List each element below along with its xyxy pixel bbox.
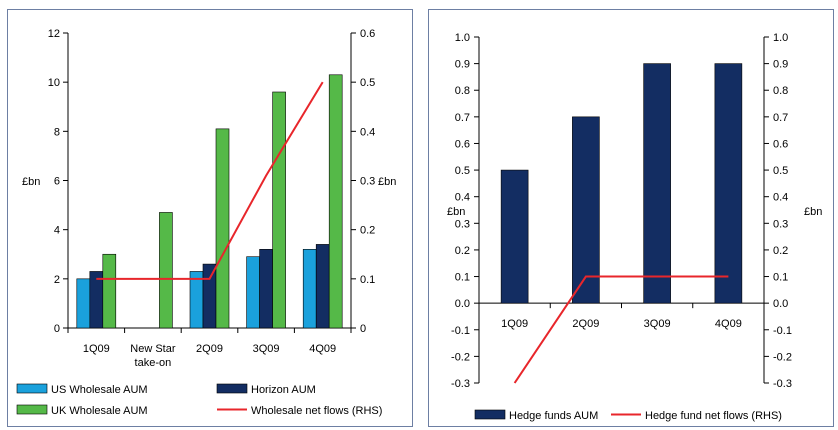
y-tick-label: 0.2 xyxy=(455,245,470,257)
bar-us-wholesale-aum xyxy=(76,278,91,329)
x-tick-label: 2Q09 xyxy=(196,343,223,355)
x-tick-label: 4Q09 xyxy=(715,318,742,330)
y-tick-label: 6 xyxy=(54,176,60,188)
bar-uk-wholesale-aum xyxy=(328,74,343,329)
y2-tick-label: 0.5 xyxy=(773,165,788,177)
legend-swatch xyxy=(216,383,248,394)
y2-tick-label: 0.6 xyxy=(773,138,788,150)
bar-hedge-funds-aum xyxy=(500,169,529,304)
legend-swatch xyxy=(474,409,506,420)
bar-uk-wholesale-aum xyxy=(102,253,117,329)
y2-tick-label: 0.0 xyxy=(773,298,788,310)
y2-tick-label: 0.7 xyxy=(773,112,788,124)
y2-axis-label: £bn xyxy=(804,206,822,218)
y-tick-label: 0.9 xyxy=(455,59,470,71)
y2-tick-label: 0.3 xyxy=(773,218,788,230)
y2-tick-label: 0.4 xyxy=(360,126,375,138)
x-tick-label: 4Q09 xyxy=(309,343,336,355)
y2-tick-label: 0.5 xyxy=(360,77,375,89)
x-tick-label: 3Q09 xyxy=(644,318,671,330)
y2-tick-label: 0.2 xyxy=(773,245,788,257)
legend-label: Wholesale net flows (RHS) xyxy=(251,405,382,417)
y2-tick-label: -0.3 xyxy=(773,378,792,390)
bar-hedge-funds-aum xyxy=(714,63,743,304)
bar-us-wholesale-aum xyxy=(189,271,204,329)
legend-label: UK Wholesale AUM xyxy=(51,405,148,417)
y-tick-label: 4 xyxy=(54,225,60,237)
bar-uk-wholesale-aum xyxy=(159,212,173,329)
y-tick-label: 0.1 xyxy=(455,272,470,284)
legend-label: Hedge fund net flows (RHS) xyxy=(645,410,782,422)
y-tick-label: 0.4 xyxy=(455,192,470,204)
bar-horizon-aum xyxy=(89,271,104,329)
x-tick-label: 1Q09 xyxy=(501,318,528,330)
y2-axis-label: £bn xyxy=(378,176,396,188)
y2-tick-label: 0 xyxy=(360,323,366,335)
y-tick-label: -0.1 xyxy=(451,325,470,337)
y2-tick-label: 0.3 xyxy=(360,176,375,188)
y-tick-label: 2 xyxy=(54,274,60,286)
bar-uk-wholesale-aum xyxy=(272,91,286,329)
wholesale-chart: 0 2 4 6 8 10 12 0 0.1 0.2 0.3 0.4 0.5 0.6 £bn £bn 1Q09 Ne… xyxy=(16,28,396,417)
x-tick-label: 2Q09 xyxy=(572,318,599,330)
y-tick-label: 0.8 xyxy=(455,85,470,97)
x-tick-label: 3Q09 xyxy=(253,343,280,355)
y-tick-label: 0.0 xyxy=(455,298,470,310)
bar-us-wholesale-aum xyxy=(302,249,317,329)
left-chart-frame xyxy=(7,9,413,427)
y2-tick-label: 1.0 xyxy=(773,32,788,44)
y-axis-label: £bn xyxy=(447,206,465,218)
y2-tick-label: -0.2 xyxy=(773,351,792,363)
y2-tick-label: 0.2 xyxy=(360,225,375,237)
legend-swatch xyxy=(16,404,48,415)
bar-horizon-aum xyxy=(315,244,330,329)
y-tick-label: 8 xyxy=(54,126,60,138)
y-tick-label: 10 xyxy=(48,77,60,89)
line-wholesale-net-flows xyxy=(96,81,324,280)
y-axis-label: £bn xyxy=(22,176,40,188)
legend-swatch xyxy=(16,383,48,394)
y-tick-label: 0.7 xyxy=(455,112,470,124)
y2-tick-label: 0.1 xyxy=(360,274,375,286)
x-tick-label: New Star xyxy=(130,343,176,355)
y-tick-label: -0.3 xyxy=(451,378,470,390)
bar-horizon-aum xyxy=(202,263,217,329)
x-tick-label: 1Q09 xyxy=(83,343,110,355)
y-tick-label: 0.6 xyxy=(455,138,470,150)
y2-tick-label: 0.8 xyxy=(773,85,788,97)
y-tick-label: 12 xyxy=(48,28,60,40)
legend-label: US Wholesale AUM xyxy=(51,384,148,396)
bar-us-wholesale-aum xyxy=(246,256,260,329)
y2-tick-label: 0.6 xyxy=(360,28,375,40)
y2-tick-label: -0.1 xyxy=(773,325,792,337)
bar-hedge-funds-aum xyxy=(572,116,600,304)
y-tick-label: 0.5 xyxy=(455,165,470,177)
y2-tick-label: 0.4 xyxy=(773,192,788,204)
hedge-fund-chart: 1.0 0.9 0.8 0.7 0.6 0.5 0.4 0.3 0.2 0.1 0.0 -0.1 -0.… xyxy=(447,32,822,422)
legend-label: Hedge funds AUM xyxy=(509,410,598,422)
x-tick-label: take-on xyxy=(135,357,172,369)
y-tick-label: 0 xyxy=(54,323,60,335)
y-tick-label: 1.0 xyxy=(455,32,470,44)
bar-horizon-aum xyxy=(259,249,273,329)
y-tick-label: 0.3 xyxy=(455,218,470,230)
line-hedge-fund-net-flows xyxy=(513,275,729,384)
legend-label: Horizon AUM xyxy=(251,384,316,396)
bar-uk-wholesale-aum xyxy=(215,128,230,329)
right-chart-frame xyxy=(428,9,834,427)
y2-tick-label: 0.9 xyxy=(773,59,788,71)
y2-tick-label: 0.1 xyxy=(773,272,788,284)
bar-hedge-funds-aum xyxy=(643,63,671,304)
y-tick-label: -0.2 xyxy=(451,351,470,363)
